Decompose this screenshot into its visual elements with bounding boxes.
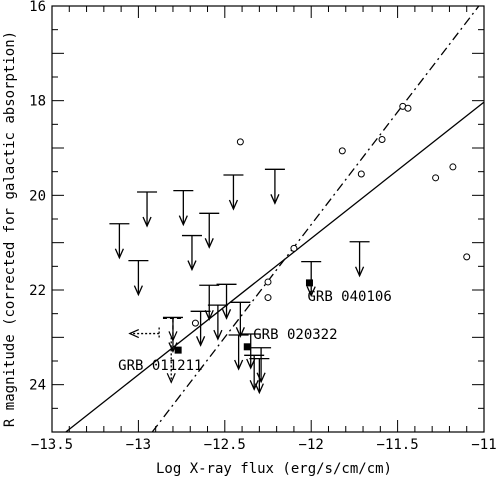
upper-limit-marker [251, 347, 272, 384]
upper-limit-arrowhead [246, 358, 256, 370]
detection-point [357, 170, 365, 178]
detections [191, 102, 471, 327]
upper-limit-marker [128, 260, 149, 297]
grb-marker [243, 343, 251, 351]
upper-limit-arrowhead [142, 216, 152, 228]
upper-limit-arrowhead [204, 238, 214, 249]
upper-limit-arrowhead [114, 248, 124, 260]
x-axis-label: Log X-ray flux (erg/s/cm/cm) [156, 461, 392, 477]
detection-point [463, 253, 471, 261]
upper-limit-arrowhead [168, 342, 178, 354]
upper-limit-arrowhead [249, 380, 259, 391]
upper-limit-arrowhead [204, 310, 214, 321]
detection-point [236, 138, 244, 146]
plot-frame-rect [51, 5, 485, 433]
plot-frame [51, 5, 485, 433]
upper-limits [109, 168, 370, 395]
dashdot-fit-line [151, 5, 480, 433]
x-tick-label: −11.5 [377, 437, 419, 453]
upper-limit-arrowhead [354, 266, 365, 278]
grb-label: GRB 040106 [307, 289, 391, 305]
grb-marker [174, 346, 182, 354]
upper-limit-marker [199, 212, 220, 249]
upper-limit-marker [207, 304, 228, 341]
fit-lines [65, 5, 485, 433]
detection-point [191, 319, 199, 327]
grb-label: GRB 020322 [253, 327, 337, 343]
upper-limit-marker [137, 191, 158, 228]
upper-limit-arrowhead [196, 336, 206, 347]
grb-011211-down-arrowhead [166, 373, 176, 384]
detection-point [338, 147, 346, 155]
upper-limit-arrowhead [234, 359, 244, 371]
grb-011211-limits [128, 317, 183, 384]
detection-point [264, 278, 272, 286]
detection-point [432, 174, 440, 182]
upper-limit-marker [349, 241, 370, 278]
upper-limit-marker [264, 168, 285, 205]
detection-point [290, 244, 298, 252]
upper-limit-arrowhead [213, 329, 223, 341]
y-tick-label: 20 [29, 188, 46, 204]
upper-limit-marker [249, 357, 270, 395]
axis-ticks [51, 5, 485, 433]
tick-labels: −13.5 −13 −12.5 −12 −11.5 −11 16 18 20 22 24 [29, 0, 497, 453]
x-tick-label: −13 [126, 437, 151, 453]
upper-limit-arrowhead [178, 215, 188, 227]
x-tick-label: −12.5 [204, 437, 246, 453]
upper-limit-arrowhead [306, 286, 316, 298]
solid-fit-line [65, 101, 485, 433]
upper-limit-arrowhead [256, 372, 266, 384]
upper-limit-marker [173, 189, 194, 227]
upper-limit-marker [230, 301, 251, 338]
y-tick-label: 18 [29, 94, 46, 110]
upper-limit-arrowhead [228, 199, 239, 211]
upper-limit-marker [228, 334, 249, 371]
upper-limit-arrowhead [270, 194, 280, 205]
detection-point [449, 163, 457, 171]
upper-limit-arrowhead [254, 383, 264, 395]
upper-limit-arrowhead [133, 285, 143, 297]
x-tick-label: −11 [471, 437, 496, 453]
y-tick-label: 16 [29, 0, 46, 15]
upper-limit-marker [240, 333, 261, 370]
upper-limit-arrowhead [235, 327, 245, 338]
upper-limit-arrowhead [187, 260, 197, 272]
detection-point [378, 135, 386, 143]
upper-limit-marker [223, 174, 244, 211]
y-tick-label: 24 [29, 378, 46, 394]
x-tick-label: −12 [299, 437, 324, 453]
upper-limit-marker [301, 260, 322, 298]
grb-011211-dashed-arrowhead [168, 331, 178, 342]
grb-label: GRB 011211 [118, 358, 202, 374]
upper-limit-arrowhead [221, 309, 232, 320]
upper-limit-marker [181, 234, 202, 272]
highlighted-grbs: GRB 011211 GRB 020322 GRB 040106 [118, 279, 392, 374]
y-axis-label: R magnitude (corrected for galactic abso… [2, 31, 18, 427]
y-tick-label: 22 [29, 283, 46, 299]
x-tick-label: −13.5 [31, 437, 73, 453]
upper-limit-marker [216, 283, 237, 320]
grb-marker [305, 279, 313, 287]
grb-011211-left-arrowhead [128, 328, 140, 339]
detection-point [404, 104, 412, 112]
upper-limit-marker [109, 223, 130, 260]
upper-limit-marker [199, 284, 220, 321]
upper-limit-marker [190, 310, 211, 347]
detection-point [264, 294, 272, 302]
